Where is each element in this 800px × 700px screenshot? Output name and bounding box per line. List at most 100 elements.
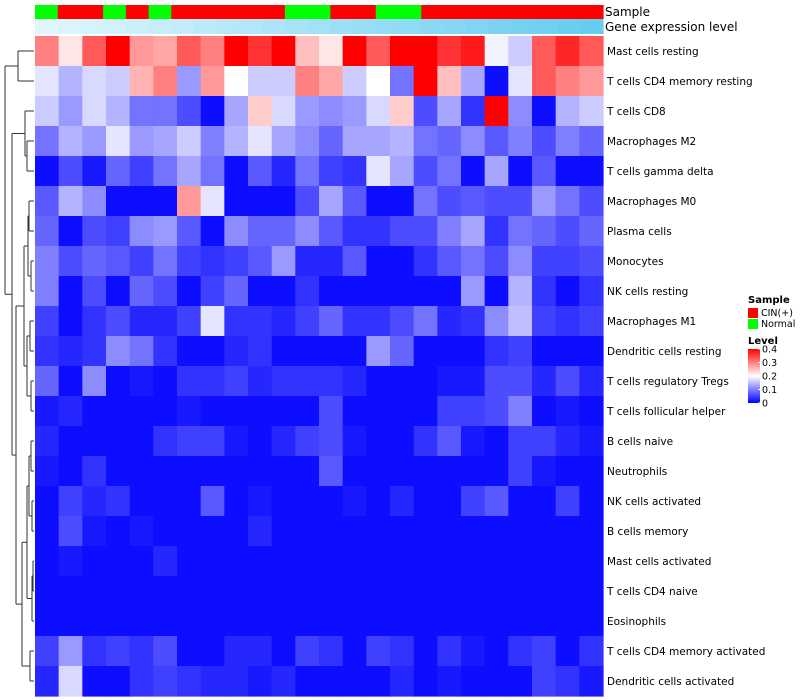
heatmap-cell — [35, 666, 60, 697]
heatmap-cell — [390, 546, 415, 577]
annotation-label: Sample — [605, 5, 650, 19]
heatmap-cell — [177, 546, 202, 577]
heatmap-cell — [579, 546, 604, 577]
heatmap-cell — [200, 426, 225, 457]
heatmap-cell — [153, 666, 178, 697]
heatmap-cell — [579, 276, 604, 307]
heatmap-cell — [129, 666, 154, 697]
heatmap-cell — [366, 96, 391, 127]
heatmap-cell — [153, 366, 178, 397]
sample-annotation-cell — [353, 5, 377, 19]
heatmap-cell — [555, 546, 580, 577]
heatmap-cell — [271, 336, 296, 367]
heatmap-cell — [579, 216, 604, 247]
heatmap-cell — [461, 546, 486, 577]
heatmap-cell — [319, 36, 344, 67]
heatmap-cell — [35, 366, 60, 397]
heatmap-cell — [200, 156, 225, 187]
sample-annotation-cell — [375, 5, 400, 19]
heatmap-cell — [224, 366, 249, 397]
heatmap-cell — [271, 426, 296, 457]
heatmap-cell — [271, 576, 296, 607]
heatmap-cell — [177, 456, 202, 487]
heatmap-cell — [129, 606, 154, 637]
heatmap-cell — [106, 486, 131, 517]
heatmap-cell — [437, 336, 462, 367]
heatmap-cell — [508, 126, 533, 157]
heatmap-cell — [390, 576, 415, 607]
heatmap-cell — [82, 516, 107, 547]
heatmap-cell — [390, 126, 415, 157]
heatmap-cell — [319, 606, 344, 637]
heatmap-cell — [58, 396, 83, 427]
heatmap-cell — [224, 456, 249, 487]
heatmap-cell — [508, 576, 533, 607]
heatmap-cell — [248, 246, 273, 277]
heatmap-cell — [555, 456, 580, 487]
heatmap-cell — [35, 636, 60, 667]
row-label: NK cells resting — [607, 286, 688, 298]
heatmap-cell — [106, 36, 131, 67]
heatmap-cell — [461, 36, 486, 67]
heatmap-cell — [177, 36, 202, 67]
row-label: Mast cells activated — [607, 556, 711, 568]
heatmap-cell — [461, 156, 486, 187]
heatmap-cell — [295, 486, 320, 517]
heatmap-cell — [413, 306, 438, 337]
legend: Sample CIN(+)Normal Level 0 0.1 0.2 0.3 0.4 — [748, 295, 795, 410]
heatmap-cell — [555, 246, 580, 277]
heatmap-cell — [58, 36, 83, 67]
heatmap-cell — [200, 276, 225, 307]
heatmap-cell — [508, 186, 533, 217]
heatmap-cell — [129, 126, 154, 157]
heatmap-cell — [177, 246, 202, 277]
heatmap-cell — [413, 546, 438, 577]
heatmap-cell — [82, 636, 107, 667]
heatmap-cell — [153, 276, 178, 307]
heatmap-cell — [532, 156, 557, 187]
heatmap-cell — [200, 636, 225, 667]
sample-annotation-cell — [194, 5, 218, 19]
heatmap-cell — [461, 126, 486, 157]
heatmap-cell — [437, 156, 462, 187]
heatmap-cell — [555, 216, 580, 247]
heatmap-cell — [579, 486, 604, 517]
heatmap-cell — [532, 366, 557, 397]
heatmap-cell — [508, 36, 533, 67]
heatmap-cell — [106, 156, 131, 187]
heatmap-cell — [437, 546, 462, 577]
heatmap-cell — [129, 546, 154, 577]
heatmap-cell — [413, 156, 438, 187]
heatmap-cell — [153, 336, 178, 367]
heatmap-cell — [271, 36, 296, 67]
row-label: Neutrophils — [607, 466, 667, 478]
heatmap-cell — [461, 606, 486, 637]
heatmap-cell — [271, 216, 296, 247]
heatmap-cell — [177, 216, 202, 247]
heatmap-cell — [342, 306, 367, 337]
heatmap-cell — [461, 576, 486, 607]
heatmap-cell — [532, 636, 557, 667]
heatmap-cell — [579, 36, 604, 67]
heatmap-cell — [271, 306, 296, 337]
heatmap-cell — [390, 36, 415, 67]
heatmap-cell — [342, 336, 367, 367]
heatmap-cell — [224, 666, 249, 697]
heatmap-cell — [177, 366, 202, 397]
heatmap-cell — [319, 306, 344, 337]
heatmap-cell — [508, 516, 533, 547]
heatmap-cell — [248, 366, 273, 397]
sample-legend-label: CIN(+) — [761, 308, 793, 319]
heatmap-cell — [224, 426, 249, 457]
heatmap-cell — [248, 456, 273, 487]
heatmap-cell — [413, 216, 438, 247]
sample-legend-label: Normal — [761, 319, 795, 330]
heatmap-cell — [200, 126, 225, 157]
heatmap-cell — [366, 36, 391, 67]
heatmap-cell — [129, 456, 154, 487]
heatmap-cell — [390, 216, 415, 247]
heatmap-cell — [271, 396, 296, 427]
heatmap-cell — [82, 486, 107, 517]
heatmap-cell — [366, 576, 391, 607]
